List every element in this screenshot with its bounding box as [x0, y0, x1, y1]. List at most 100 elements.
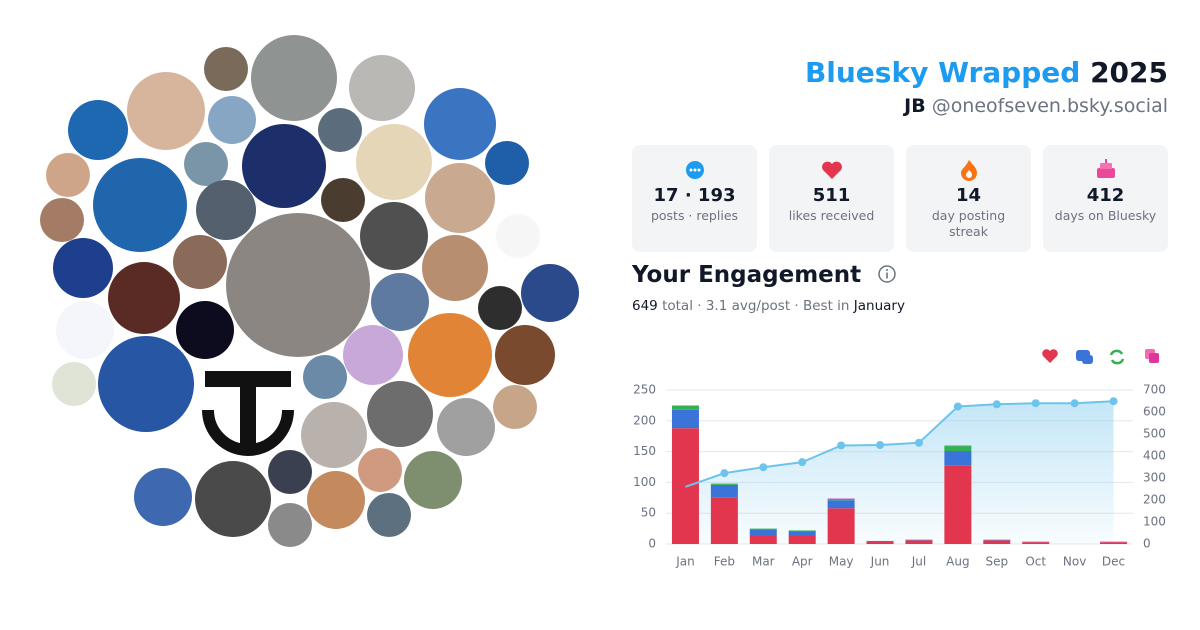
x-tick-label: Mar: [752, 555, 775, 569]
y-tick-label: 100: [633, 475, 656, 489]
y2-tick-label: 400: [1143, 449, 1166, 463]
bar-segment: [749, 535, 777, 544]
icon: [1097, 159, 1115, 178]
x-tick-label: Nov: [1063, 555, 1086, 569]
line-point: [837, 441, 846, 450]
bar-segment: [983, 540, 1011, 544]
line-point: [1070, 399, 1079, 408]
info-icon[interactable]: [877, 264, 897, 284]
bar-segment: [671, 406, 699, 410]
bar-segment: [944, 446, 972, 451]
bar-segment: [983, 539, 1011, 541]
y-tick-label: 250: [633, 383, 656, 397]
bar-segment: [1022, 542, 1050, 544]
stat-label: days on Bluesky: [1054, 208, 1157, 223]
bar-segment: [905, 539, 933, 541]
line-point: [992, 400, 1001, 409]
line: [685, 400, 1114, 488]
stat-value: 14: [955, 185, 982, 206]
x-tick-label: Feb: [714, 555, 735, 569]
x-tick-label: Jun: [870, 555, 890, 569]
summary-best: January: [853, 298, 905, 314]
title: Bluesky Wrapped 2025: [805, 56, 1168, 89]
bar-segment: [827, 508, 855, 544]
y2-tick-label: 300: [1143, 471, 1166, 485]
x-tick-label: Jan: [675, 555, 695, 569]
stat-value: 17 · 193: [653, 185, 736, 206]
y2-tick-label: 600: [1143, 405, 1166, 419]
x-tick-label: May: [829, 555, 854, 569]
stat-card: 17 · 193 posts · replies: [632, 145, 757, 252]
user-name: JB: [904, 95, 926, 117]
x-tick-label: Jul: [911, 555, 926, 569]
section-title: Your Engagement: [632, 262, 897, 288]
section-title-text: Your Engagement: [632, 262, 862, 288]
bar-segment: [944, 450, 972, 466]
summary-mid: total · 3.1 avg/post · Best in: [662, 298, 850, 314]
legend: [1042, 349, 1159, 365]
y-tick-label: 50: [641, 506, 656, 520]
y2-tick-label: 100: [1143, 515, 1166, 529]
bar-segment: [671, 409, 699, 429]
x-tick-label: Sep: [985, 555, 1008, 569]
stat-card: 14 day posting streak: [906, 145, 1031, 252]
avatar-cloud: [40, 35, 579, 547]
bar-segment: [866, 541, 894, 544]
bar-segment: [1100, 541, 1128, 543]
bar-segment: [944, 465, 972, 544]
title-year: 2025: [1090, 56, 1168, 89]
x-tick-label: Aug: [946, 555, 969, 569]
icon: [686, 161, 704, 179]
y2-tick-label: 200: [1143, 493, 1166, 507]
line-point: [876, 441, 885, 449]
y2-tick-label: 700: [1143, 383, 1166, 397]
stat-value: 412: [1086, 185, 1125, 206]
icon: [822, 161, 842, 179]
icon: [961, 160, 977, 181]
line-point: [798, 458, 807, 467]
x-tick-label: Dec: [1102, 555, 1125, 569]
line-area: [685, 401, 1114, 544]
bar-segment: [788, 531, 816, 536]
y2-tick-label: 0: [1143, 537, 1151, 551]
bar-segment: [827, 498, 855, 500]
x-tick-label: Oct: [1025, 555, 1046, 569]
bar-segment: [866, 540, 894, 542]
bar-segment: [788, 535, 816, 544]
bar-segment: [944, 445, 972, 447]
x-tick-label: Apr: [792, 555, 813, 569]
line-point: [953, 402, 962, 411]
summary: 649 total · 3.1 avg/post · Best in Janua…: [632, 298, 905, 314]
stat-card: 412 days on Bluesky: [1043, 145, 1168, 252]
user-handle: @oneofseven.bsky.social: [931, 95, 1168, 117]
bar-segment: [1022, 541, 1050, 543]
stat-label: likes received: [788, 208, 875, 223]
y-tick-label: 200: [633, 413, 656, 427]
bar-segment: [1100, 542, 1128, 544]
line-point: [759, 463, 768, 472]
bar-segment: [710, 483, 738, 485]
stat-value: 511: [812, 185, 851, 206]
bar-segment: [710, 497, 738, 544]
bar-segment: [827, 499, 855, 501]
bar-segment: [749, 529, 777, 536]
stat-label: posts · replies: [650, 208, 739, 223]
bar-segment: [710, 484, 738, 498]
user: JB @oneofseven.bsky.social: [904, 95, 1168, 117]
bar-segment: [749, 528, 777, 530]
y2-tick-label: 500: [1143, 427, 1166, 441]
bar-segment: [671, 405, 699, 407]
line-point: [1031, 399, 1040, 408]
bar-segment: [905, 540, 933, 544]
bar-segment: [827, 500, 855, 509]
bar-segment: [788, 530, 816, 532]
line-point: [1109, 397, 1118, 406]
y-tick-label: 0: [648, 537, 656, 551]
stat-label: day posting streak: [931, 208, 1006, 239]
y-tick-label: 150: [633, 444, 656, 458]
summary-total: 649: [632, 298, 658, 314]
line-point: [914, 438, 923, 447]
stat-card: 511 likes received: [769, 145, 894, 252]
